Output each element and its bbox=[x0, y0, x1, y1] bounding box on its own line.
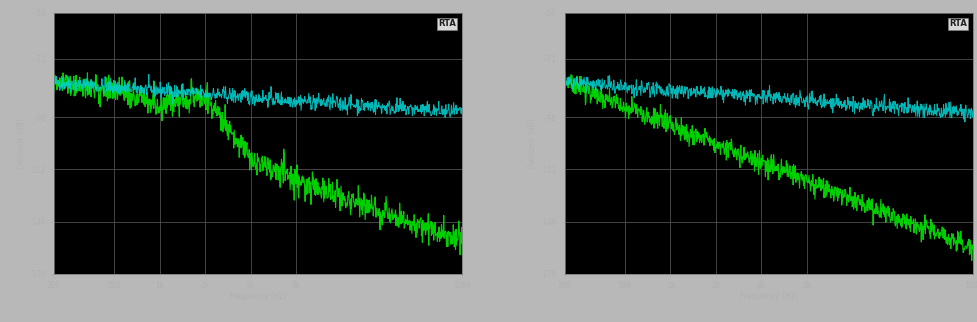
Text: RTA: RTA bbox=[438, 19, 456, 28]
X-axis label: Frequency (Hz): Frequency (Hz) bbox=[740, 292, 797, 301]
Y-axis label: Decibels (dB): Decibels (dB) bbox=[18, 118, 26, 169]
X-axis label: Frequency (Hz): Frequency (Hz) bbox=[229, 292, 286, 301]
Y-axis label: Decibels (dB): Decibels (dB) bbox=[528, 118, 536, 169]
Text: RTA: RTA bbox=[948, 19, 966, 28]
